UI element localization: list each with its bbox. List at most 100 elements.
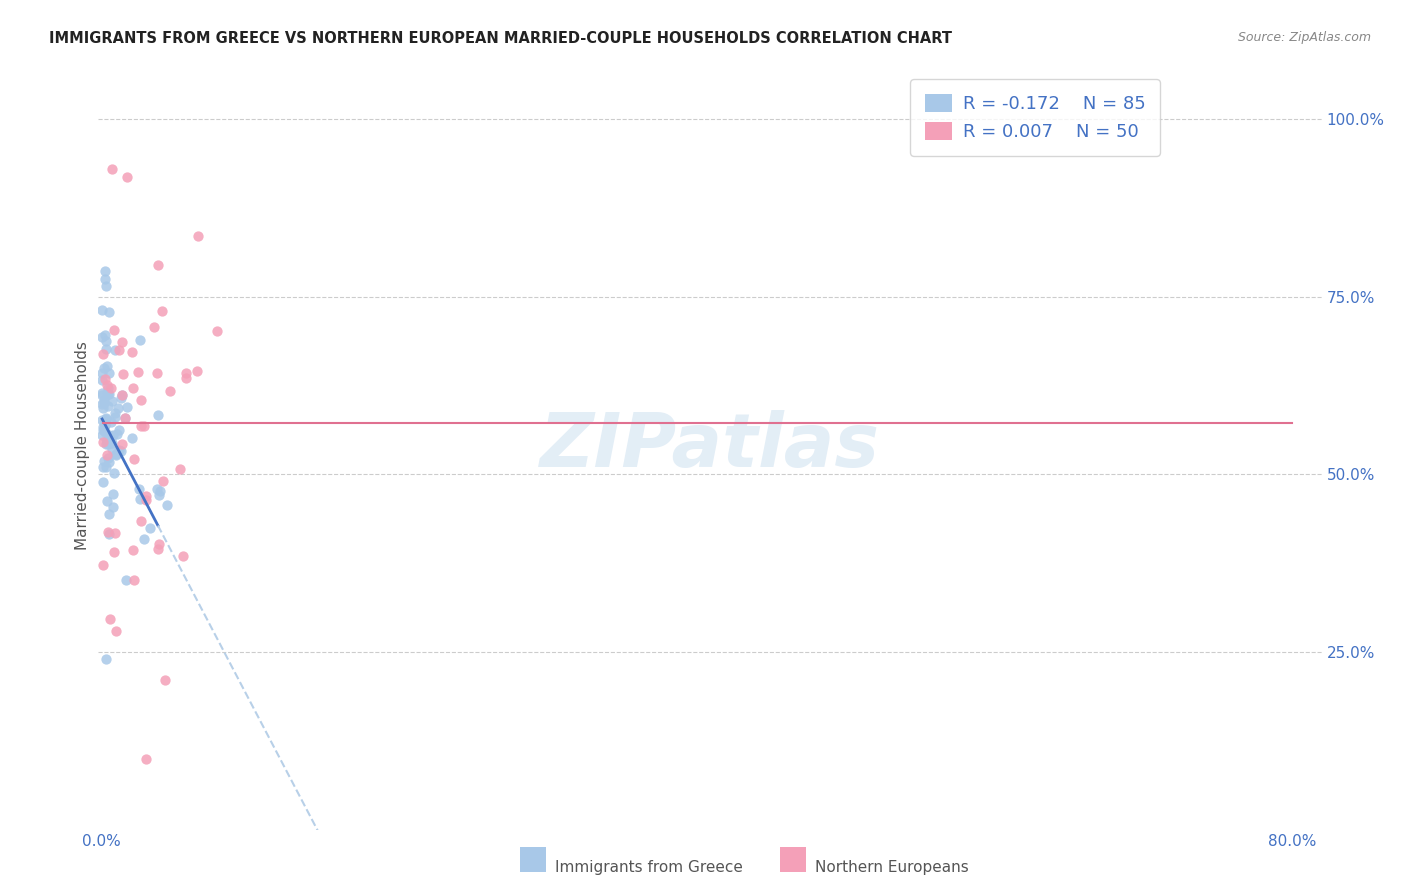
Point xyxy=(110,391,132,405)
Point xyxy=(93,425,115,440)
Point xyxy=(152,474,174,488)
Point xyxy=(91,396,114,410)
Point xyxy=(135,493,157,508)
Point xyxy=(105,624,128,638)
Point xyxy=(111,388,134,402)
Point xyxy=(104,406,127,420)
Point xyxy=(110,443,132,458)
Point xyxy=(112,368,135,382)
Point xyxy=(148,488,170,502)
Point xyxy=(96,381,118,395)
Point xyxy=(91,302,114,317)
Point xyxy=(155,673,177,688)
Point xyxy=(105,447,128,461)
Point xyxy=(107,423,129,437)
Point xyxy=(100,415,122,429)
Point xyxy=(122,573,145,587)
Point xyxy=(94,418,117,433)
Point xyxy=(96,450,118,465)
Text: Source: ZipAtlas.com: Source: ZipAtlas.com xyxy=(1237,31,1371,45)
Point xyxy=(128,483,150,497)
Point xyxy=(107,401,129,415)
Point xyxy=(93,417,115,432)
Point xyxy=(114,411,136,425)
Point xyxy=(94,414,117,428)
Point xyxy=(94,437,117,451)
Point xyxy=(101,161,124,176)
Point xyxy=(115,170,138,185)
Point xyxy=(148,537,170,551)
Point xyxy=(93,395,115,409)
Point xyxy=(146,482,169,496)
Point xyxy=(114,573,136,587)
Y-axis label: Married-couple Households: Married-couple Households xyxy=(75,342,90,550)
Point xyxy=(150,304,173,318)
Point xyxy=(146,366,169,380)
Point xyxy=(91,387,114,401)
Point xyxy=(103,323,125,337)
Point xyxy=(108,442,131,457)
Point xyxy=(91,428,114,442)
Point xyxy=(187,229,209,244)
Point xyxy=(96,385,118,400)
Text: Northern Europeans: Northern Europeans xyxy=(815,861,969,875)
Point xyxy=(139,520,162,534)
Point xyxy=(174,371,197,385)
Point xyxy=(97,387,120,401)
Point xyxy=(100,436,122,450)
Point xyxy=(93,372,115,386)
Point xyxy=(96,342,118,356)
Point xyxy=(91,459,114,474)
Point xyxy=(91,385,114,400)
Point xyxy=(98,428,121,442)
Text: Immigrants from Greece: Immigrants from Greece xyxy=(555,861,744,875)
Point xyxy=(159,384,181,399)
Point xyxy=(104,449,127,463)
Point xyxy=(91,401,114,416)
Point xyxy=(97,434,120,448)
Point xyxy=(104,343,127,357)
Point xyxy=(98,612,121,626)
Point xyxy=(91,434,114,449)
Point xyxy=(101,393,124,408)
Point xyxy=(94,652,117,666)
Point xyxy=(94,327,117,342)
Point xyxy=(91,413,114,427)
Point xyxy=(91,558,114,572)
Point xyxy=(135,751,157,765)
Point xyxy=(97,305,120,319)
Point xyxy=(122,451,145,466)
Point xyxy=(93,454,115,468)
Point xyxy=(127,365,149,379)
Point xyxy=(103,466,125,480)
Point xyxy=(121,345,143,359)
Point xyxy=(98,387,121,401)
Point xyxy=(94,264,117,278)
Point xyxy=(111,388,134,402)
Point xyxy=(97,399,120,413)
Point xyxy=(96,434,118,448)
Point xyxy=(103,525,125,540)
Point xyxy=(91,423,114,437)
Point xyxy=(132,532,155,546)
Point xyxy=(94,272,117,286)
Point xyxy=(94,459,117,474)
Point xyxy=(135,489,157,503)
Point xyxy=(98,507,121,521)
Point xyxy=(91,475,114,489)
Point xyxy=(103,410,125,425)
Text: IMMIGRANTS FROM GREECE VS NORTHERN EUROPEAN MARRIED-COUPLE HOUSEHOLDS CORRELATIO: IMMIGRANTS FROM GREECE VS NORTHERN EUROP… xyxy=(49,31,952,46)
Point xyxy=(129,393,152,408)
Point xyxy=(101,442,124,456)
Point xyxy=(111,437,134,451)
Point xyxy=(146,541,169,556)
Point xyxy=(114,411,136,425)
Point xyxy=(91,330,114,344)
Point xyxy=(96,448,118,462)
Point xyxy=(96,359,118,374)
Point xyxy=(96,378,118,392)
Point xyxy=(91,347,114,361)
Point xyxy=(117,401,139,415)
Point xyxy=(96,434,118,449)
Point xyxy=(96,411,118,425)
